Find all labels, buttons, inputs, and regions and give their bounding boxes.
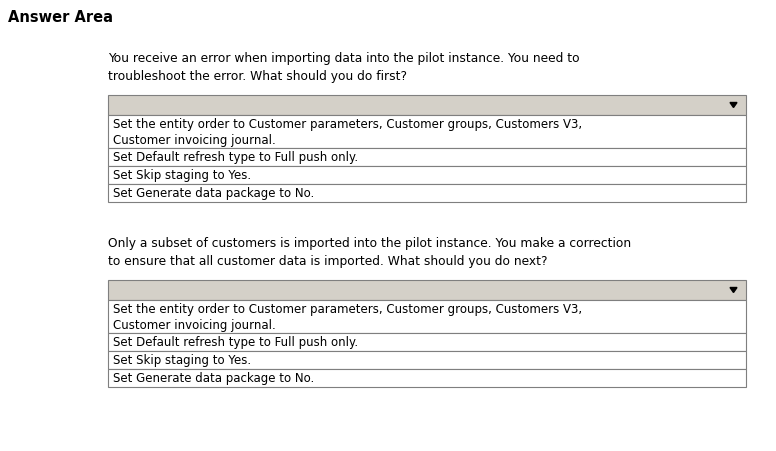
Bar [108, 96, 746, 116]
Text: Set Default refresh type to Full push only.: Set Default refresh type to Full push on… [113, 336, 359, 349]
Text: Set Default refresh type to Full push only.: Set Default refresh type to Full push on… [113, 151, 359, 164]
Polygon shape [730, 103, 737, 108]
Bar [108, 369, 746, 387]
Text: Set the entity order to Customer parameters, Customer groups, Customers V3,
Cust: Set the entity order to Customer paramet… [113, 302, 582, 331]
Bar [108, 333, 746, 351]
Text: Set Skip staging to Yes.: Set Skip staging to Yes. [113, 169, 251, 182]
Text: You receive an error when importing data into the pilot instance. You need to
tr: You receive an error when importing data… [108, 52, 580, 83]
Text: Set the entity order to Customer parameters, Customer groups, Customers V3,
Cust: Set the entity order to Customer paramet… [113, 118, 582, 147]
Text: Set Generate data package to No.: Set Generate data package to No. [113, 372, 314, 385]
Bar [108, 351, 746, 369]
Bar [108, 149, 746, 166]
Text: Answer Area: Answer Area [8, 10, 113, 25]
Text: Only a subset of customers is imported into the pilot instance. You make a corre: Only a subset of customers is imported i… [108, 236, 631, 267]
Text: Set Generate data package to No.: Set Generate data package to No. [113, 187, 314, 200]
Text: Set Skip staging to Yes.: Set Skip staging to Yes. [113, 354, 251, 367]
Bar [108, 281, 746, 300]
Bar [108, 300, 746, 333]
Bar [108, 166, 746, 184]
Bar [108, 184, 746, 202]
Polygon shape [730, 288, 737, 293]
Bar [108, 116, 746, 149]
